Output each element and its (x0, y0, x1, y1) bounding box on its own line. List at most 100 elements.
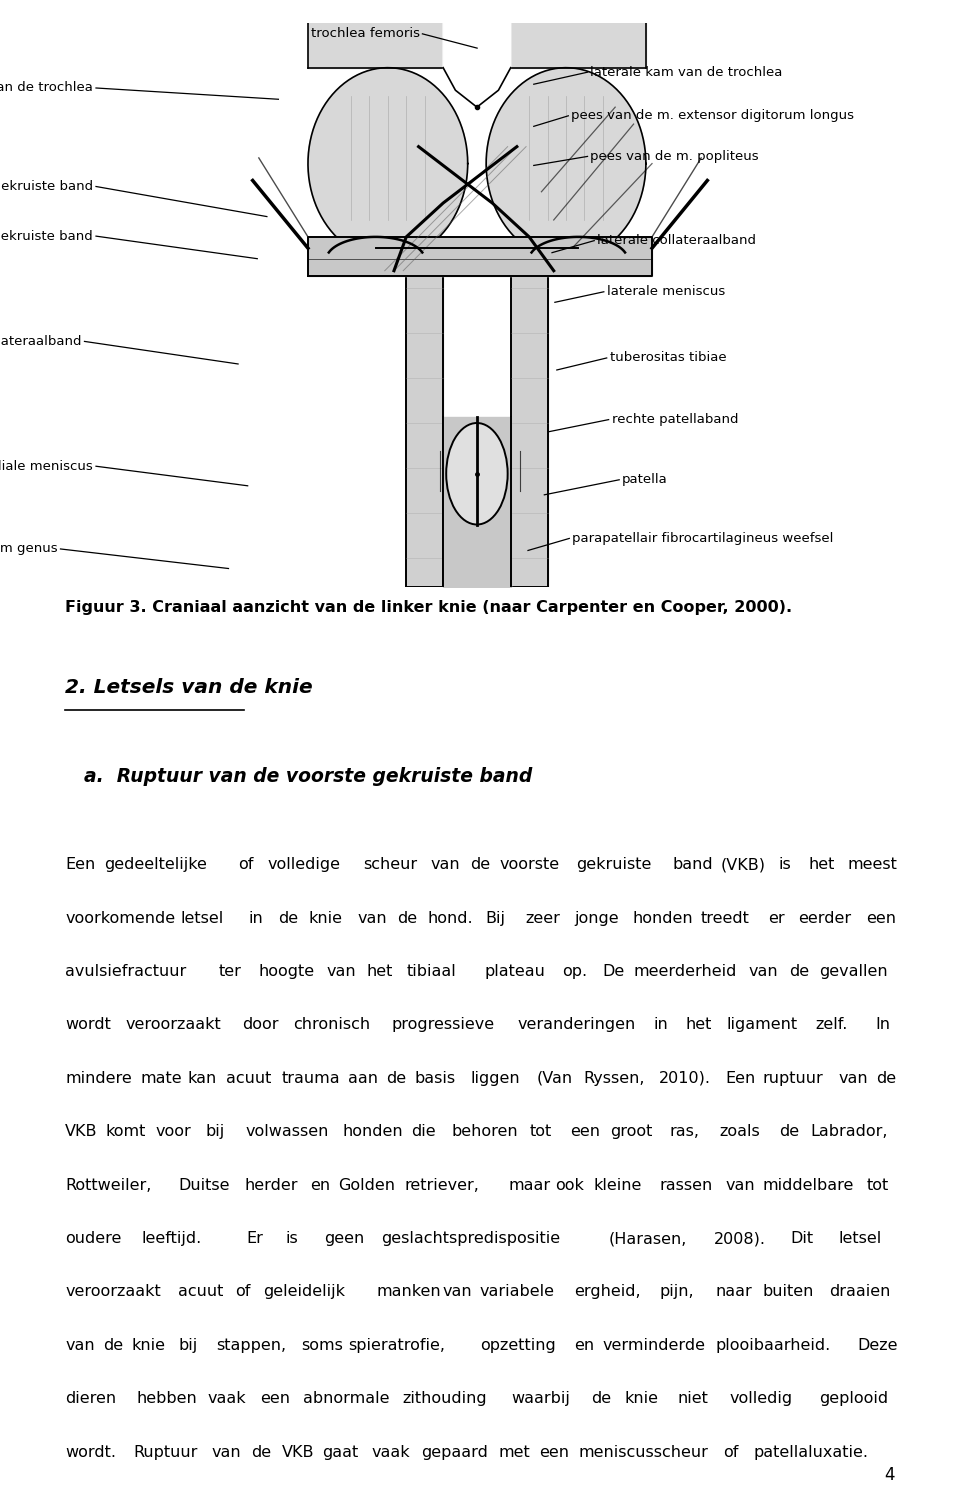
Text: manken: manken (376, 1284, 441, 1299)
Text: Een: Een (65, 857, 96, 872)
Text: jonge: jonge (574, 911, 619, 925)
Text: mediale collateraalband: mediale collateraalband (0, 335, 82, 347)
Text: honden: honden (343, 1125, 403, 1139)
Text: van: van (65, 1339, 95, 1352)
Text: avulsiefractuur: avulsiefractuur (65, 964, 186, 979)
Text: ligamentum transversum genus: ligamentum transversum genus (0, 543, 58, 555)
Text: scheur: scheur (363, 857, 418, 872)
Text: de: de (397, 911, 418, 925)
Text: voorkomende: voorkomende (65, 911, 176, 925)
Text: zelf.: zelf. (816, 1017, 848, 1032)
Text: van: van (749, 964, 779, 979)
Text: meniscusscheur: meniscusscheur (579, 1444, 708, 1459)
Text: ras,: ras, (670, 1125, 700, 1139)
Text: van: van (443, 1284, 472, 1299)
Text: een: een (260, 1391, 290, 1406)
Text: liggen: liggen (470, 1071, 520, 1086)
Text: de: de (469, 857, 490, 872)
Polygon shape (444, 23, 511, 107)
Text: aan: aan (348, 1071, 378, 1086)
Text: acuut: acuut (179, 1284, 224, 1299)
Text: letsel: letsel (838, 1230, 881, 1245)
Text: verminderde: verminderde (603, 1339, 706, 1352)
Text: gaat: gaat (323, 1444, 358, 1459)
Text: oudere: oudere (65, 1230, 122, 1245)
Text: rassen: rassen (660, 1178, 712, 1193)
Polygon shape (308, 238, 652, 277)
Text: volledige: volledige (268, 857, 341, 872)
Text: Er: Er (247, 1230, 263, 1245)
Text: gedeeltelijke: gedeeltelijke (105, 857, 207, 872)
Text: door: door (243, 1017, 279, 1032)
Text: geleidelijk: geleidelijk (263, 1284, 346, 1299)
Text: veroorzaakt: veroorzaakt (126, 1017, 222, 1032)
Text: pees van de m. popliteus: pees van de m. popliteus (590, 150, 759, 162)
Text: chronisch: chronisch (294, 1017, 371, 1032)
Text: laterale meniscus: laterale meniscus (607, 286, 725, 298)
Text: het: het (808, 857, 835, 872)
Text: gepaard: gepaard (421, 1444, 488, 1459)
Text: bij: bij (179, 1339, 198, 1352)
Text: In: In (876, 1017, 891, 1032)
Text: honden: honden (633, 911, 693, 925)
Text: dieren: dieren (65, 1391, 116, 1406)
Text: op.: op. (563, 964, 588, 979)
Text: knie: knie (132, 1339, 165, 1352)
Polygon shape (406, 277, 444, 587)
Text: met: met (499, 1444, 531, 1459)
Text: Ryssen,: Ryssen, (584, 1071, 645, 1086)
Text: van: van (725, 1178, 755, 1193)
Text: mediale kam van de trochlea: mediale kam van de trochlea (0, 81, 93, 95)
Text: (Van: (Van (537, 1071, 573, 1086)
Text: en: en (574, 1339, 594, 1352)
Polygon shape (511, 277, 547, 587)
Text: voor: voor (156, 1125, 191, 1139)
Text: voorste: voorste (499, 857, 560, 872)
Text: Golden: Golden (339, 1178, 396, 1193)
Ellipse shape (446, 423, 508, 525)
Text: knie: knie (625, 1391, 659, 1406)
Text: of: of (238, 857, 253, 872)
Text: mediale meniscus: mediale meniscus (0, 460, 93, 472)
Text: De: De (603, 964, 625, 979)
Text: Bij: Bij (486, 911, 506, 925)
Text: in: in (654, 1017, 668, 1032)
Text: de: de (252, 1444, 272, 1459)
Text: ligament: ligament (727, 1017, 798, 1032)
Polygon shape (486, 68, 646, 259)
Text: patellaluxatie.: patellaluxatie. (754, 1444, 869, 1459)
Text: 2008).: 2008). (713, 1230, 765, 1245)
Text: voorste gekruiste band: voorste gekruiste band (0, 230, 93, 242)
Text: soms: soms (300, 1339, 343, 1352)
Text: tot: tot (530, 1125, 552, 1139)
Text: Labrador,: Labrador, (810, 1125, 887, 1139)
Text: maar: maar (508, 1178, 550, 1193)
Text: van: van (431, 857, 461, 872)
Text: de: de (278, 911, 299, 925)
Text: een: een (867, 911, 897, 925)
Text: mindere: mindere (65, 1071, 132, 1086)
Text: hebben: hebben (136, 1391, 197, 1406)
Text: trauma: trauma (282, 1071, 341, 1086)
Text: er: er (768, 911, 785, 925)
Text: groot: groot (611, 1125, 653, 1139)
Text: volwassen: volwassen (246, 1125, 329, 1139)
Text: patella: patella (622, 474, 668, 486)
Text: Deze: Deze (857, 1339, 898, 1352)
Text: band: band (672, 857, 712, 872)
Text: de: de (789, 964, 809, 979)
Text: tibiaal: tibiaal (407, 964, 457, 979)
Text: een: een (539, 1444, 569, 1459)
Text: Dit: Dit (790, 1230, 813, 1245)
Text: rechte patellaband: rechte patellaband (612, 414, 738, 426)
Text: plooibaarheid.: plooibaarheid. (715, 1339, 831, 1352)
Text: meest: meest (848, 857, 898, 872)
Text: buiten: buiten (763, 1284, 814, 1299)
Text: letsel: letsel (180, 911, 224, 925)
Text: zoals: zoals (720, 1125, 760, 1139)
Text: naar: naar (715, 1284, 753, 1299)
Text: Figuur 3. Craniaal aanzicht van de linker knie (naar Carpenter en Cooper, 2000).: Figuur 3. Craniaal aanzicht van de linke… (65, 600, 792, 615)
Text: parapatellair fibrocartilagineus weefsel: parapatellair fibrocartilagineus weefsel (572, 532, 833, 544)
Text: treedt: treedt (701, 911, 750, 925)
Text: tuberositas tibiae: tuberositas tibiae (610, 352, 726, 364)
